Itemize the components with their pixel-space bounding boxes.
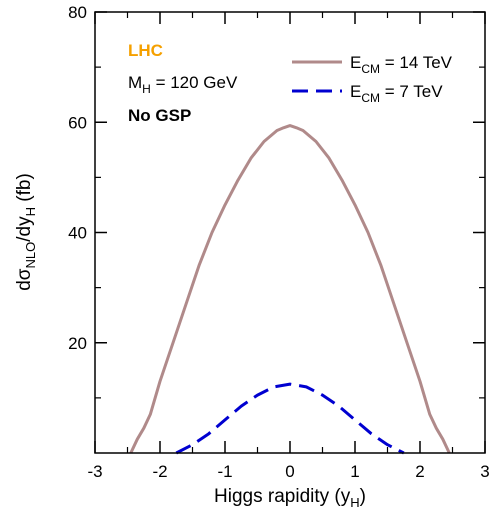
x-tick-label-4: 1: [350, 462, 359, 481]
y-tick-label-2: 60: [68, 113, 87, 132]
legend-label-7tev: ECM = 7 TeV: [350, 82, 443, 105]
gsp-label: No GSP: [128, 106, 191, 125]
y-tick-label-3: 80: [68, 3, 87, 22]
series-line-0: [129, 124, 451, 454]
labels-layer: -3 -2 -1 0 1 2 3 20 40 60 80: [68, 3, 490, 481]
mass-label: MH = 120 GeV: [128, 73, 238, 96]
x-tick-label-2: -1: [217, 462, 232, 481]
x-tick-label-3: 0: [285, 462, 294, 481]
y-tick-label-0: 20: [68, 334, 87, 353]
legend: ECM = 14 TeV ECM = 7 TeV: [292, 53, 453, 105]
x-tick-label-6: 3: [480, 462, 489, 481]
x-tick-label-5: 2: [415, 462, 424, 481]
y-tick-label-1: 40: [68, 224, 87, 243]
plot-frame: [94, 11, 486, 454]
series-layer: [129, 124, 451, 455]
collider-label: LHC: [128, 41, 163, 60]
x-tick-label-1: -2: [152, 462, 167, 481]
y-axis-label: dσNLO/dyH (fb): [14, 173, 38, 291]
x-axis-label: Higgs rapidity (yH): [214, 486, 366, 510]
legend-label-14tev: ECM = 14 TeV: [350, 53, 453, 76]
series-line-1: [175, 382, 405, 455]
x-tick-label-0: -3: [87, 462, 102, 481]
